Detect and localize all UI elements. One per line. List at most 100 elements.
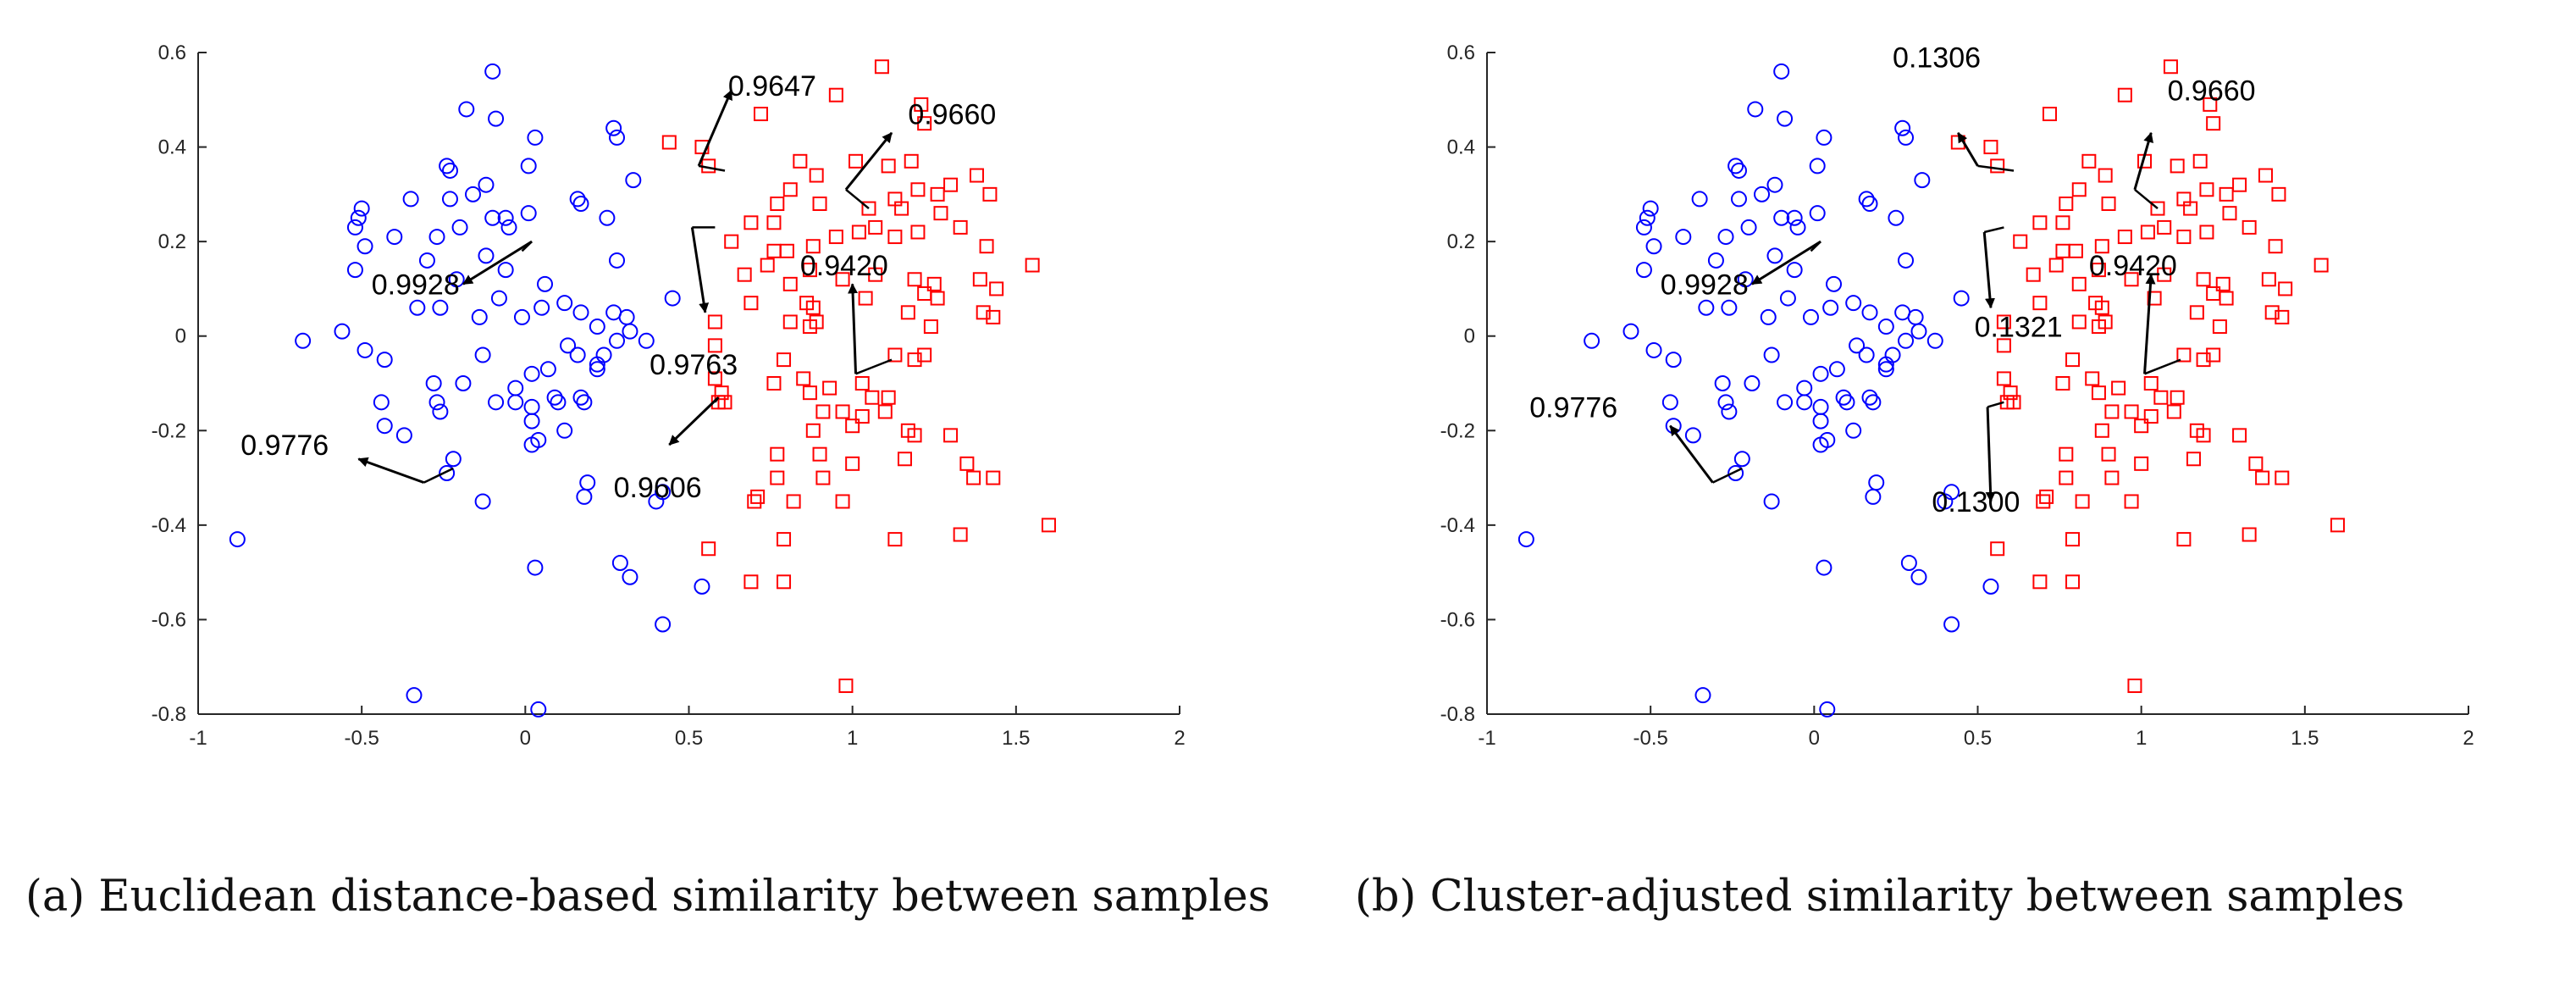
cluster-1-point (353, 200, 370, 217)
cluster-2-point (2170, 158, 2185, 174)
cluster-1-point (1865, 488, 1882, 505)
cluster-1-point (229, 531, 246, 548)
cluster-1-point (474, 493, 491, 510)
cluster-2-point (2104, 404, 2120, 419)
cluster-1-point (1828, 361, 1845, 378)
cluster-1-point (611, 554, 628, 571)
cluster-2-point (2003, 385, 2018, 401)
cluster-2-point (835, 272, 850, 287)
cluster-1-point (1838, 394, 1855, 411)
cluster-1-point (1733, 451, 1750, 468)
similarity-connector-line (698, 164, 726, 172)
cluster-2-point (943, 177, 959, 192)
cluster-2-point (986, 470, 1001, 485)
cluster-2-point (907, 428, 922, 443)
cluster-1-point (1894, 119, 1911, 136)
cluster-2-point (2013, 234, 2028, 249)
cluster-2-point (917, 286, 932, 302)
cluster-2-point (2258, 168, 2273, 183)
cluster-1-point (1877, 319, 1894, 335)
cluster-2-point (2111, 380, 2126, 396)
cluster-1-point (1849, 337, 1866, 354)
cluster-1-point (576, 394, 593, 411)
cluster-1-point (1730, 162, 1747, 179)
cluster-2-point (770, 470, 785, 485)
cluster-1-point (1816, 129, 1832, 146)
cluster-2-point (910, 182, 926, 197)
cluster-1-point (497, 209, 514, 226)
cluster-2-point (2059, 197, 2074, 212)
cluster-2-point (2124, 494, 2139, 509)
cluster-2-point (2042, 107, 2057, 122)
cluster-2-point (2264, 305, 2280, 320)
cluster-1-point (1812, 413, 1829, 429)
cluster-1-point (1888, 209, 1904, 226)
cluster-2-point (828, 87, 843, 103)
cluster-1-point (376, 418, 393, 435)
cluster-2-point (782, 276, 798, 291)
cluster-2-point (953, 219, 968, 235)
cluster-2-point (982, 186, 998, 202)
cluster-2-point (2242, 219, 2257, 235)
cluster-2-point (858, 291, 873, 306)
cluster-2-point (933, 206, 948, 221)
cluster-2-point (2176, 347, 2192, 363)
cluster-1-point (625, 172, 642, 189)
cluster-1-point (445, 451, 462, 468)
cluster-1-point (576, 488, 593, 505)
cluster-1-point (1721, 299, 1738, 316)
cluster-1-point (1773, 209, 1790, 226)
cluster-2-point (2313, 258, 2329, 273)
cluster-1-point (346, 219, 363, 236)
cluster-1-point (1845, 422, 1862, 439)
cluster-1-point (550, 394, 567, 411)
cluster-2-point (2006, 395, 2021, 410)
cluster-2-point (1025, 258, 1040, 273)
cluster-1-point (664, 290, 681, 307)
cluster-2-point (953, 527, 968, 542)
cluster-1-point (1721, 403, 1738, 420)
cluster-2-point (701, 541, 716, 557)
cluster-1-point (478, 176, 495, 193)
cluster-2-point (2036, 494, 2051, 509)
similarity-value-label: 0.9928 (372, 269, 460, 301)
cluster-2-point (2147, 291, 2162, 306)
cluster-2-point (2101, 446, 2116, 462)
cluster-1-point (556, 422, 573, 439)
similarity-connector-line (2134, 188, 2159, 210)
cluster-1-point (523, 398, 540, 415)
cluster-1-point (1910, 323, 1927, 340)
cluster-2-point (2196, 428, 2211, 443)
cluster-2-point (2039, 489, 2054, 504)
cluster-1-point (609, 332, 626, 349)
cluster-2-point (2222, 206, 2237, 221)
cluster-1-point (1894, 304, 1911, 321)
y-tick-label: 0.6 (158, 42, 186, 64)
cluster-2-point (812, 446, 827, 462)
cluster-2-point (2048, 258, 2064, 273)
y-tick-label: -0.4 (152, 514, 186, 537)
cluster-1-point (357, 341, 373, 358)
cluster-1-point (523, 436, 540, 453)
cluster-2-point (2071, 276, 2087, 291)
similarity-arrow (844, 131, 893, 191)
cluster-2-point (2219, 291, 2234, 306)
y-tick-label: -0.4 (1440, 514, 1475, 537)
cluster-2-point (2186, 452, 2201, 467)
cluster-2-point (917, 116, 932, 131)
cluster-2-point (770, 446, 785, 462)
similarity-connector-line (423, 467, 454, 484)
cluster-2-point (809, 314, 824, 330)
cluster-2-point (2032, 215, 2048, 230)
cluster-2-point (851, 224, 866, 240)
cluster-1-point (533, 299, 550, 316)
x-tick-label: 2 (1174, 727, 1185, 750)
cluster-1-point (507, 380, 524, 396)
similarity-arrow (668, 396, 720, 446)
similarity-arrow (1982, 231, 1995, 309)
cluster-1-point (523, 413, 540, 429)
x-tick-label: -0.5 (1633, 727, 1667, 750)
cluster-2-point (828, 230, 843, 245)
cluster-2-point (717, 395, 732, 410)
cluster-2-point (894, 201, 909, 216)
